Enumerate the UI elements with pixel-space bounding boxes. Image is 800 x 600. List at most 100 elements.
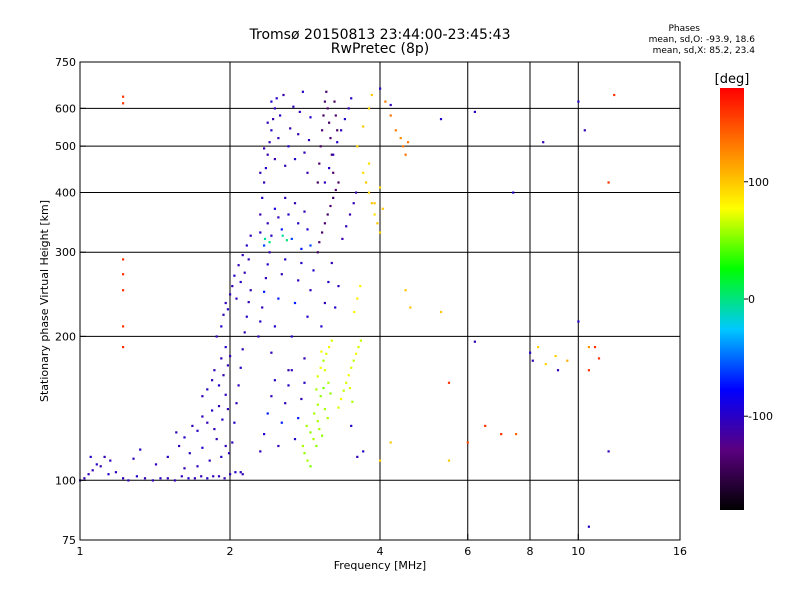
data-point xyxy=(263,181,266,184)
data-point xyxy=(224,346,227,349)
data-point xyxy=(326,107,329,110)
data-point xyxy=(95,463,98,466)
data-point xyxy=(109,459,112,462)
y-tick-label: 75 xyxy=(62,534,76,547)
data-point xyxy=(222,313,225,316)
data-point xyxy=(273,207,276,210)
data-point xyxy=(293,438,297,441)
data-point xyxy=(229,355,232,358)
data-point xyxy=(404,153,407,156)
data-point xyxy=(208,459,211,462)
data-point xyxy=(206,421,209,424)
data-point xyxy=(500,433,503,436)
data-point xyxy=(316,181,319,184)
data-point xyxy=(587,369,590,372)
data-point xyxy=(323,408,326,411)
data-point xyxy=(284,258,287,261)
data-point xyxy=(280,421,283,424)
data-point xyxy=(316,375,319,378)
data-point xyxy=(263,244,266,247)
data-point xyxy=(473,340,476,343)
data-point xyxy=(330,153,333,156)
data-point xyxy=(337,285,340,288)
data-point xyxy=(332,153,335,156)
x-tick-label: 10 xyxy=(571,545,585,558)
data-point xyxy=(319,395,322,398)
data-point xyxy=(213,428,216,431)
data-point xyxy=(439,310,443,314)
data-point xyxy=(191,424,194,427)
data-point xyxy=(239,471,242,474)
data-point xyxy=(587,525,590,528)
data-point xyxy=(305,424,308,427)
data-point xyxy=(341,237,344,240)
data-point xyxy=(268,251,271,254)
colorbar-tick-label: 100 xyxy=(748,176,769,189)
data-point xyxy=(229,293,232,296)
data-point xyxy=(473,110,476,113)
data-point xyxy=(298,110,301,113)
data-point xyxy=(336,129,339,132)
data-point xyxy=(268,241,271,244)
data-point xyxy=(215,335,218,338)
data-point xyxy=(135,475,138,478)
colorbar-ticks: 100 0 -100 xyxy=(744,176,773,423)
data-point xyxy=(266,263,269,266)
data-point xyxy=(321,434,324,437)
data-point xyxy=(166,455,169,458)
data-point xyxy=(259,450,262,453)
data-point xyxy=(330,339,333,342)
data-point xyxy=(266,153,269,156)
data-point xyxy=(201,415,204,418)
data-point xyxy=(122,325,125,328)
data-point xyxy=(215,438,218,441)
data-point xyxy=(224,393,227,396)
data-point xyxy=(439,118,443,121)
data-point xyxy=(122,102,125,105)
data-point xyxy=(306,171,309,174)
y-tick-label: 100 xyxy=(55,474,76,487)
data-point xyxy=(307,139,311,142)
chart-title: Tromsø 20150813 23:44:00-23:45:43 xyxy=(249,27,511,43)
data-point xyxy=(217,475,221,478)
data-point xyxy=(233,274,236,277)
data-point xyxy=(537,346,540,349)
data-point xyxy=(277,297,280,300)
data-point xyxy=(196,465,199,468)
data-point xyxy=(223,477,226,480)
data-point xyxy=(249,234,252,237)
data-point xyxy=(290,237,293,240)
stats-line-o: mean, sd,O: -93.9, 18.6 xyxy=(649,35,756,45)
data-point xyxy=(241,348,244,351)
data-point xyxy=(259,171,262,174)
y-tick-label: 400 xyxy=(55,186,76,199)
data-point xyxy=(381,207,384,210)
data-point xyxy=(529,351,532,354)
data-point xyxy=(300,397,303,401)
data-point xyxy=(303,210,306,213)
data-point xyxy=(301,90,304,93)
x-axis: 1 2 4 6 8 10 16 xyxy=(77,534,687,558)
data-point xyxy=(309,289,312,292)
data-point xyxy=(284,164,287,167)
data-point xyxy=(91,469,94,472)
data-point xyxy=(239,280,242,284)
data-point xyxy=(220,325,223,328)
data-point xyxy=(319,145,322,148)
data-point xyxy=(406,141,410,144)
data-point xyxy=(107,473,110,476)
data-point xyxy=(266,412,269,415)
data-point xyxy=(281,234,284,237)
data-point xyxy=(309,431,312,434)
data-point xyxy=(300,261,303,265)
data-point xyxy=(221,418,224,421)
data-point xyxy=(379,231,382,234)
data-point xyxy=(132,457,135,460)
data-point xyxy=(409,306,412,309)
data-point xyxy=(340,397,343,401)
data-point xyxy=(235,297,238,300)
data-point xyxy=(373,213,376,216)
data-point xyxy=(264,277,267,280)
data-point xyxy=(306,315,309,318)
data-point xyxy=(273,158,276,161)
